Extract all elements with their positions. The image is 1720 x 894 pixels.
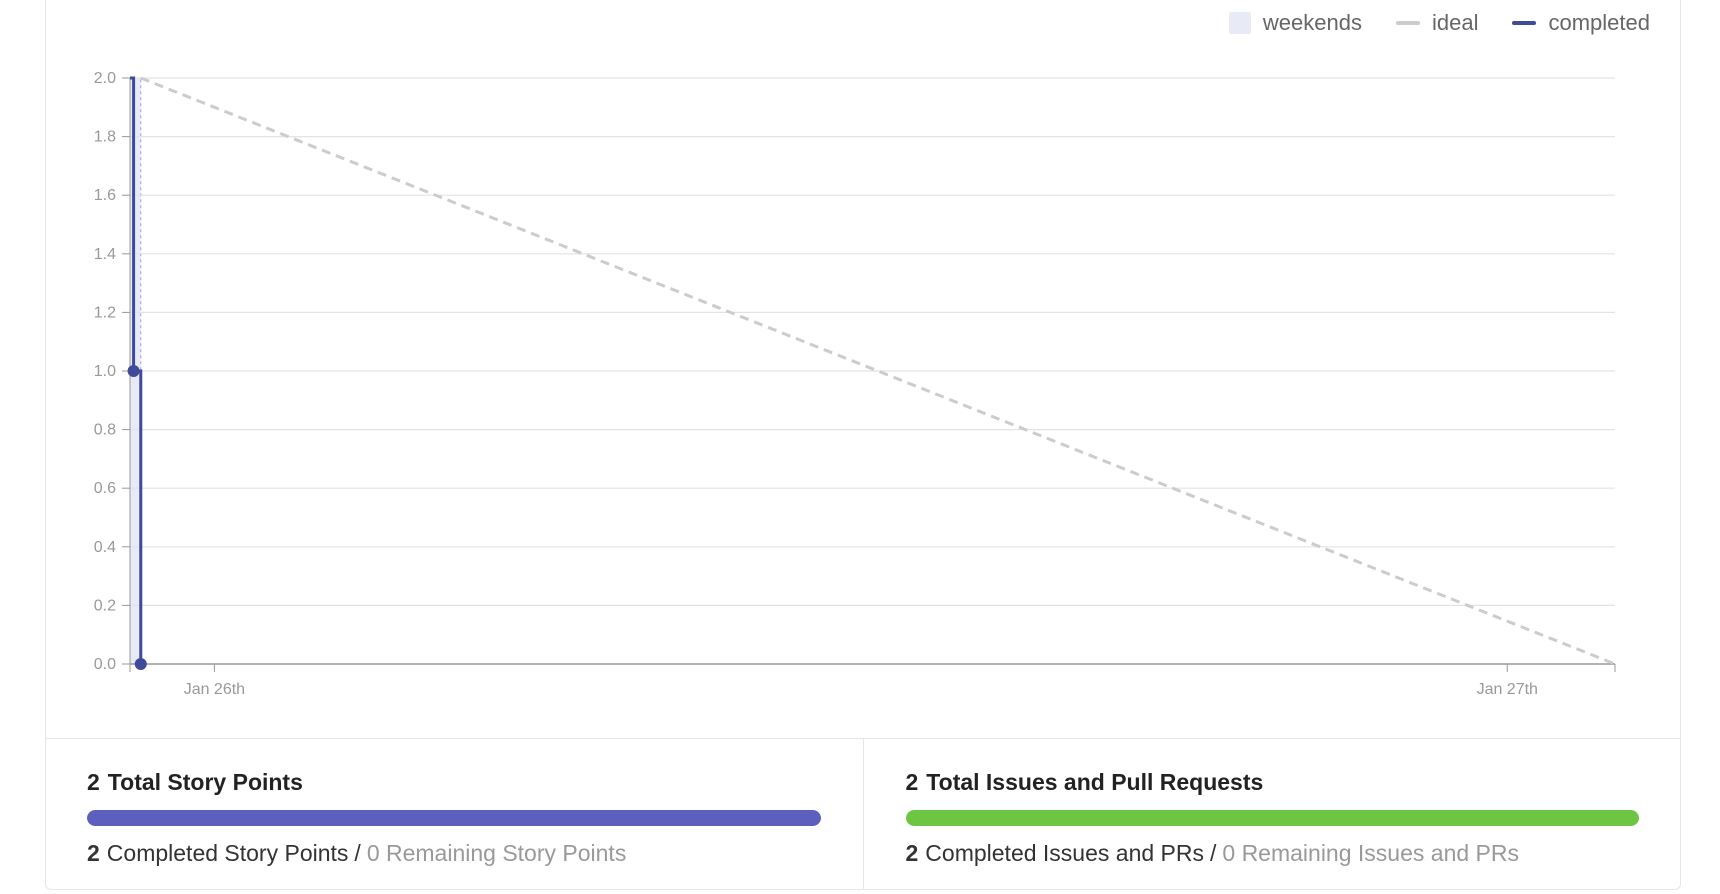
issues-completed-label: Completed Issues and PRs xyxy=(925,840,1204,866)
y-tick-label-2: 0.4 xyxy=(94,539,116,556)
story-points-progress-bar xyxy=(87,810,821,826)
legend-item-weekends[interactable]: weekends xyxy=(1228,10,1362,36)
story-points-progress-fill xyxy=(87,810,821,826)
chart-legend: weekends ideal completed xyxy=(1228,10,1650,36)
y-tick-label-0: 0.0 xyxy=(94,656,116,673)
y-tick-label-3: 0.6 xyxy=(94,480,116,497)
issues-completed-count: 2 xyxy=(905,840,919,866)
y-tick-label-6: 1.2 xyxy=(94,304,116,321)
story-points-completed-label: Completed Story Points xyxy=(106,840,349,866)
story-points-separator: / xyxy=(354,840,361,866)
issues-progress-fill xyxy=(905,810,1639,826)
ideal-line xyxy=(140,76,1616,666)
issues-breakdown: 2 Completed Issues and PRs/0 Remaining Is… xyxy=(906,840,1640,867)
legend-label-completed: completed xyxy=(1548,10,1650,35)
y-tick-label-7: 1.4 xyxy=(94,246,116,263)
x-tick-label-0: Jan 26th xyxy=(184,681,245,698)
burndown-chart: 0.0 0.2 0.4 0.6 0.8 1.0 1.2 1.4 1.6 1.8 2.0 Jan 26t… xyxy=(94,70,1616,698)
issues-total: 2 xyxy=(905,769,919,795)
legend-label-ideal: ideal xyxy=(1432,10,1479,35)
issues-separator: / xyxy=(1210,840,1217,866)
summary-stats: 2 Total Story Points 2 Completed Story Poi… xyxy=(45,738,1681,890)
story-points-total: 2 xyxy=(87,769,100,795)
legend-item-ideal[interactable]: ideal xyxy=(1396,10,1478,36)
y-tick-label-9: 1.8 xyxy=(94,129,116,146)
issues-summary: 2 Total Issues and Pull Requests 2 Complet… xyxy=(862,739,1682,890)
story-points-remaining: 0 Remaining Story Points xyxy=(366,840,627,866)
weekends-swatch-icon xyxy=(1228,12,1251,34)
ideal-swatch-icon xyxy=(1396,21,1420,25)
y-tick-label-1: 0.2 xyxy=(94,597,116,614)
completed-point-1 xyxy=(134,658,147,670)
story-points-completed-count: 2 xyxy=(87,840,100,866)
y-tick-label-10: 2.0 xyxy=(94,70,116,87)
story-points-summary: 2 Total Story Points 2 Completed Story Poi… xyxy=(45,739,863,890)
story-points-title: 2 Total Story Points xyxy=(87,769,821,796)
y-tick-label-4: 0.8 xyxy=(94,422,116,439)
y-tick-label-5: 1.0 xyxy=(94,363,116,380)
y-tick-label-8: 1.6 xyxy=(94,187,116,204)
story-points-title-label: Total Story Points xyxy=(107,769,303,795)
legend-label-weekends: weekends xyxy=(1262,10,1362,35)
completed-point-0 xyxy=(127,365,140,377)
issues-remaining: 0 Remaining Issues and PRs xyxy=(1222,840,1519,866)
completed-swatch-icon xyxy=(1512,21,1537,25)
issues-title-label: Total Issues and Pull Requests xyxy=(926,769,1264,795)
issues-progress-bar xyxy=(905,810,1639,826)
story-points-breakdown: 2 Completed Story Points/0 Remaining Stor… xyxy=(87,840,821,867)
x-tick-label-1: Jan 27th xyxy=(1477,681,1538,698)
legend-item-completed[interactable]: completed xyxy=(1512,10,1650,36)
issues-title: 2 Total Issues and Pull Requests xyxy=(906,769,1640,796)
